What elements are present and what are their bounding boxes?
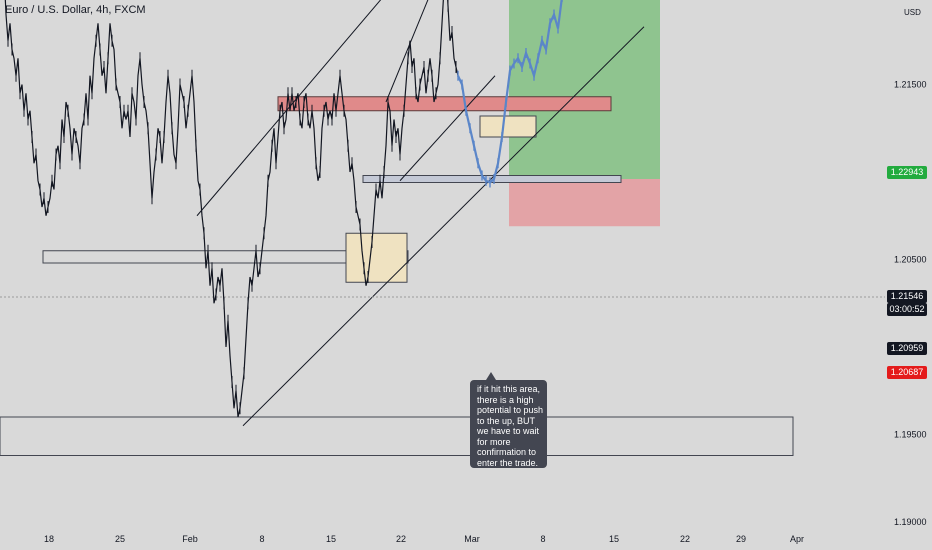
currency-label: USD [904,8,921,17]
chart-title: Euro / U.S. Dollar, 4h, FXCM [5,4,146,16]
x-tick-label: 29 [736,534,746,544]
trendline [399,75,496,182]
y-tick-label: 1.20500 [894,255,927,265]
target-price-badge: 1.22943 [887,166,927,179]
x-tick-label: 22 [680,534,690,544]
bar-countdown-badge: 03:00:52 [887,303,927,316]
zone-support-band [362,175,622,183]
zone-loss [509,179,660,227]
x-tick-label: 8 [540,534,545,544]
x-tick-label: 25 [115,534,125,544]
trendline [196,0,382,217]
x-tick-label: Apr [790,534,804,544]
trendlines-layer [196,0,645,427]
zones-layer [0,0,794,456]
trendline [385,0,429,103]
zone-profit [509,0,660,179]
x-tick-label: 15 [326,534,336,544]
x-tick-label: 8 [259,534,264,544]
x-tick-label: Feb [182,534,198,544]
zone-support [0,416,794,456]
zone-demand [479,115,537,138]
x-axis: 18 25 Feb 8 15 22 Mar 8 15 22 29 Apr [44,534,804,544]
zone-resistance-band [277,96,612,112]
y-tick-label: 1.21500 [894,80,927,90]
y-axis: 1.190001.195001.200001.205001.210001.215… [894,0,927,527]
annotation-callout[interactable]: if it hit this area, there is a high pot… [470,380,547,468]
zone-support [42,250,409,264]
price-series [4,0,563,418]
x-tick-label: 15 [609,534,619,544]
trendline [242,26,645,427]
y-tick-label: 1.19500 [894,430,927,440]
price-line [4,0,459,418]
x-tick-label: Mar [464,534,480,544]
callout-pointer [486,372,496,380]
current-price-badge: 1.21546 [887,290,927,303]
stop-price-badge: 1.20687 [887,366,927,379]
entry-price-badge: 1.20959 [887,342,927,355]
x-tick-label: 18 [44,534,54,544]
y-tick-label: 1.19000 [894,517,927,527]
y-tick-label: 1.22000 [894,0,927,2]
zone-demand [345,232,408,283]
x-tick-label: 22 [396,534,406,544]
